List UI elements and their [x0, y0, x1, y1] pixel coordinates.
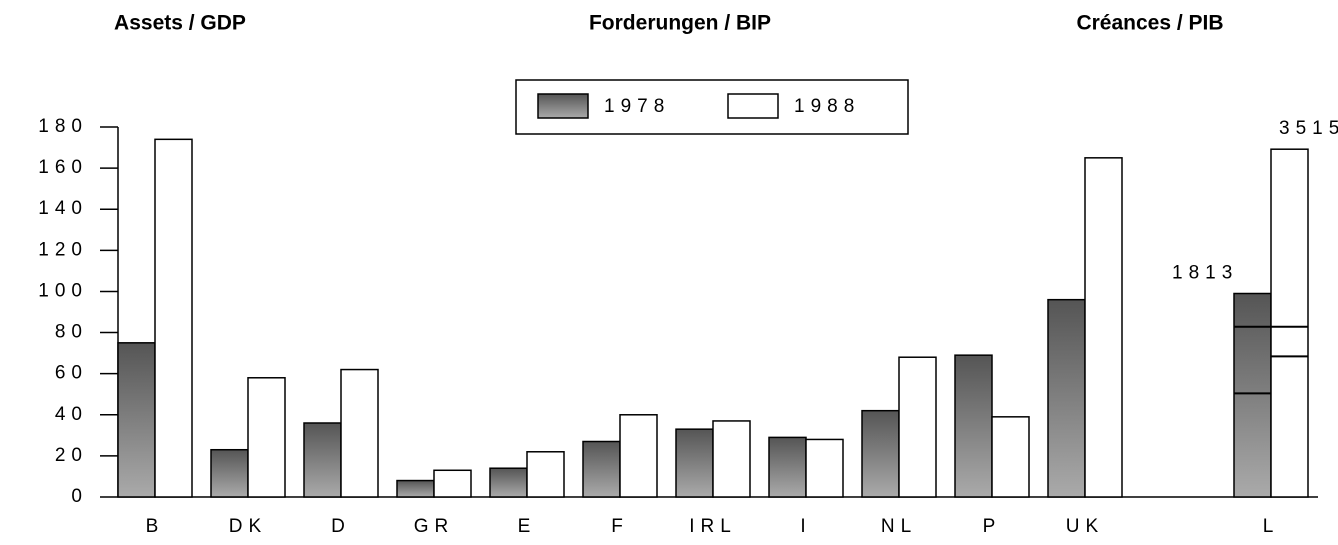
legend-swatch	[537, 93, 589, 119]
bar	[675, 428, 714, 498]
x-tick-label: E	[518, 516, 537, 537]
bar	[247, 377, 286, 498]
y-tick-label: 0	[71, 486, 88, 507]
x-tick-label: UK	[1066, 516, 1104, 537]
bar	[117, 342, 156, 498]
y-tick-label: 140	[38, 198, 88, 219]
bar	[526, 451, 565, 498]
y-tick-label: 40	[55, 404, 88, 425]
bar	[582, 440, 621, 498]
bar	[340, 368, 379, 498]
y-tick-label: 20	[55, 445, 88, 466]
legend-label: 1978	[604, 96, 670, 117]
y-tick-label: 80	[55, 322, 88, 343]
chart-title: Forderungen / BIP	[589, 12, 771, 35]
x-tick-label: D	[331, 516, 351, 537]
x-tick-label: IRL	[689, 516, 737, 537]
bar	[1270, 148, 1309, 498]
y-tick-label: 100	[38, 280, 88, 301]
bar	[489, 467, 528, 498]
bar	[619, 414, 658, 498]
bar	[991, 416, 1030, 498]
legend-swatch	[727, 93, 779, 119]
bar	[954, 354, 993, 498]
x-tick-label: GR	[414, 516, 455, 537]
bar	[805, 438, 844, 498]
bar	[303, 422, 342, 498]
data-label: 3515	[1279, 118, 1338, 139]
chart-title: Créances / PIB	[1076, 12, 1223, 35]
x-tick-label: B	[146, 516, 165, 537]
bar	[1084, 157, 1123, 498]
bar	[154, 138, 193, 498]
y-tick-label: 120	[38, 239, 88, 260]
bar	[1233, 292, 1272, 498]
x-tick-label: DK	[229, 516, 267, 537]
y-tick-label: 60	[55, 363, 88, 384]
x-tick-label: P	[983, 516, 1002, 537]
x-tick-label: I	[800, 516, 811, 537]
bar	[768, 436, 807, 498]
x-tick-label: NL	[881, 516, 917, 537]
x-tick-label: L	[1263, 516, 1280, 537]
data-label: 1813	[1172, 263, 1238, 284]
bar	[898, 356, 937, 498]
bar	[712, 420, 751, 498]
bar	[396, 479, 435, 498]
bar	[210, 448, 249, 498]
y-tick-label: 180	[38, 116, 88, 137]
bar	[433, 469, 472, 498]
x-tick-label: F	[611, 516, 629, 537]
legend-label: 1988	[794, 96, 860, 117]
y-tick-label: 160	[38, 157, 88, 178]
bar	[861, 409, 900, 498]
bar	[1047, 298, 1086, 498]
chart-title: Assets / GDP	[114, 12, 246, 35]
